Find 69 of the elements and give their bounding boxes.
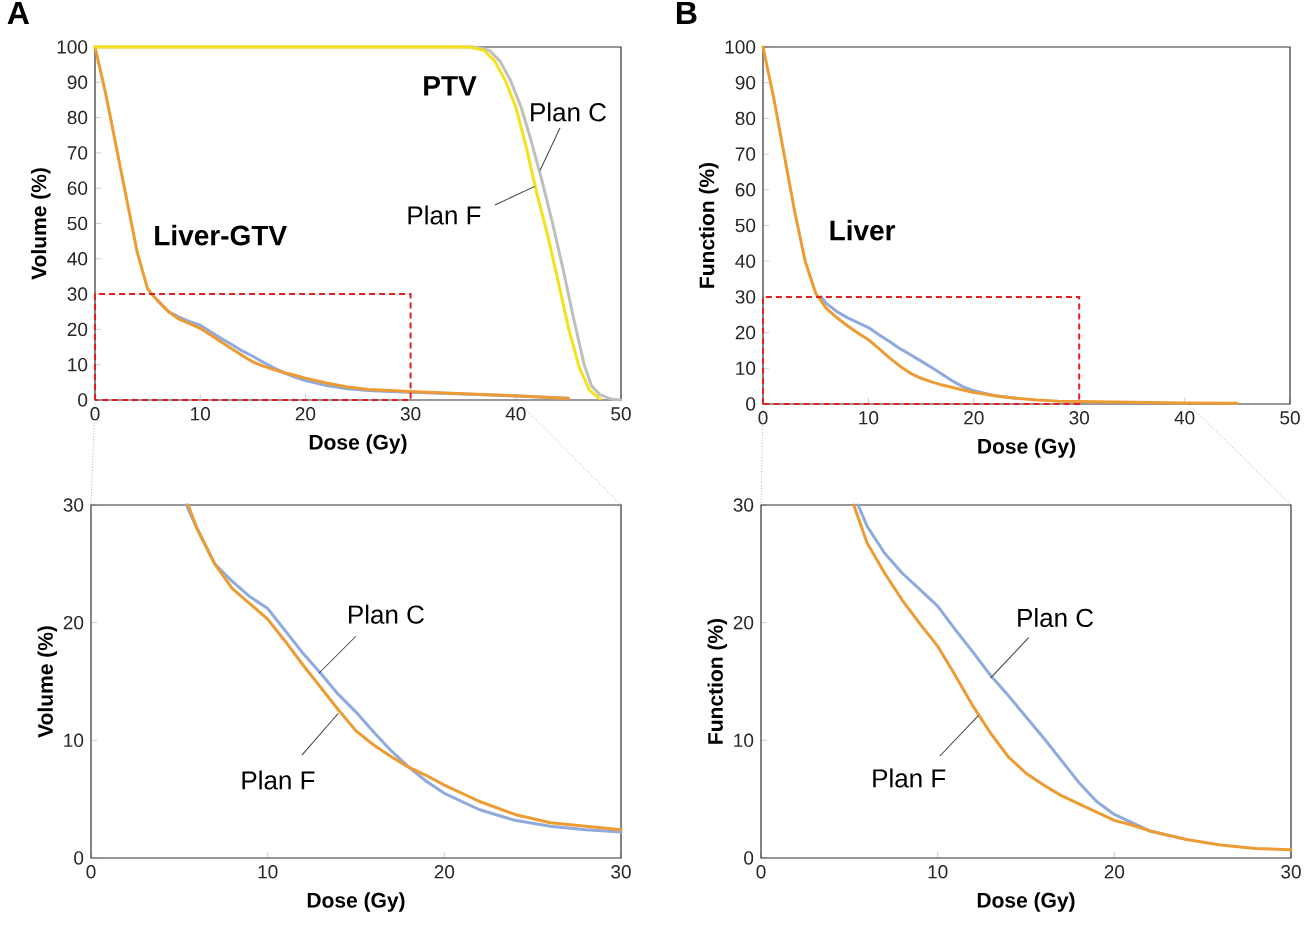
x-tick-label: 10 bbox=[258, 865, 278, 879]
y-tick-label: 40 bbox=[67, 252, 88, 266]
y-tick-label: 60 bbox=[735, 183, 756, 197]
y-axis-title: Volume (%) bbox=[37, 626, 58, 738]
y-tick-label: 0 bbox=[78, 393, 88, 407]
annotation: Plan F bbox=[408, 205, 481, 225]
x-tick-label: 30 bbox=[400, 407, 421, 421]
x-tick-label: 30 bbox=[1069, 411, 1090, 425]
annotation: Plan C bbox=[531, 102, 606, 122]
y-tick-label: 20 bbox=[735, 325, 756, 340]
y-tick-label: 30 bbox=[63, 498, 84, 512]
x-tick-label: 20 bbox=[434, 865, 455, 879]
y-tick-label: 60 bbox=[67, 181, 88, 195]
y-tick-label: 70 bbox=[735, 147, 756, 161]
y-tick-label: 20 bbox=[733, 615, 754, 630]
y-tick-label: 10 bbox=[64, 733, 84, 748]
x-tick-label: 50 bbox=[1280, 411, 1300, 425]
y-tick-label: 30 bbox=[67, 287, 88, 301]
y-tick-label: 0 bbox=[746, 397, 756, 411]
y-axis-title: Volume (%) bbox=[30, 168, 51, 280]
y-tick-label: 80 bbox=[67, 110, 88, 125]
x-tick-label: 0 bbox=[758, 411, 768, 425]
annotation: Plan F bbox=[242, 770, 315, 790]
y-tick-label: 100 bbox=[57, 40, 88, 54]
y-tick-label: 70 bbox=[67, 146, 88, 160]
y-tick-label: 0 bbox=[74, 851, 84, 865]
x-tick-label: 20 bbox=[295, 407, 316, 421]
y-axis-title: Function (%) bbox=[698, 162, 719, 288]
y-tick-label: 40 bbox=[735, 254, 756, 268]
annotation: Liver bbox=[830, 219, 896, 241]
y-tick-label: 100 bbox=[725, 40, 756, 54]
x-tick-label: 50 bbox=[611, 407, 631, 421]
y-tick-label: 90 bbox=[735, 75, 756, 90]
x-tick-label: 20 bbox=[964, 411, 984, 425]
x-tick-label: 10 bbox=[928, 865, 948, 879]
x-tick-label: 0 bbox=[756, 865, 766, 879]
x-tick-label: 10 bbox=[859, 411, 879, 425]
y-tick-label: 30 bbox=[735, 290, 756, 304]
x-axis-title: Dose (Gy) bbox=[309, 434, 407, 454]
x-tick-label: 40 bbox=[505, 407, 526, 421]
y-tick-label: 10 bbox=[736, 361, 756, 376]
x-tick-label: 20 bbox=[1104, 865, 1125, 879]
chart-title: A bbox=[7, 1, 30, 24]
y-tick-label: 30 bbox=[733, 498, 754, 512]
line-series bbox=[852, 503, 1293, 852]
y-tick-label: 10 bbox=[734, 733, 754, 748]
annotation: Plan C bbox=[349, 604, 424, 624]
y-tick-label: 80 bbox=[735, 111, 756, 126]
x-tick-label: 30 bbox=[1281, 865, 1301, 879]
annotation: Liver-GTV bbox=[155, 224, 287, 246]
annotation: Plan C bbox=[1018, 608, 1094, 628]
chart-title: B bbox=[676, 1, 697, 24]
x-axis-title: Dose (Gy) bbox=[977, 892, 1075, 912]
annotation: Plan F bbox=[873, 768, 946, 788]
x-axis-title: Dose (Gy) bbox=[978, 438, 1075, 458]
annotation: PTV bbox=[424, 76, 477, 96]
y-tick-label: 50 bbox=[735, 218, 756, 233]
x-tick-label: 0 bbox=[90, 407, 100, 421]
x-tick-label: 30 bbox=[611, 865, 631, 879]
y-tick-label: 90 bbox=[67, 75, 88, 90]
y-tick-label: 20 bbox=[63, 615, 84, 630]
x-tick-label: 10 bbox=[191, 407, 211, 421]
y-tick-label: 50 bbox=[67, 216, 88, 231]
x-tick-label: 40 bbox=[1174, 411, 1195, 425]
y-tick-label: 20 bbox=[67, 322, 88, 337]
y-axis-title: Function (%) bbox=[707, 618, 728, 744]
x-axis-title: Dose (Gy) bbox=[307, 892, 405, 912]
y-tick-label: 0 bbox=[744, 851, 754, 865]
y-tick-label: 10 bbox=[68, 357, 88, 372]
